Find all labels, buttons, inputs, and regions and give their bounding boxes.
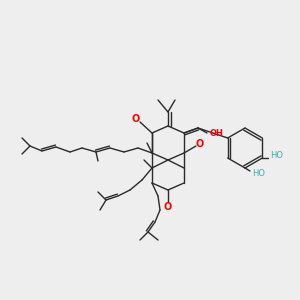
Text: HO: HO — [270, 152, 283, 160]
Text: O: O — [132, 114, 140, 124]
Text: O: O — [164, 202, 172, 212]
Text: O: O — [196, 139, 204, 149]
Text: HO: HO — [252, 169, 265, 178]
Text: OH: OH — [210, 128, 224, 137]
